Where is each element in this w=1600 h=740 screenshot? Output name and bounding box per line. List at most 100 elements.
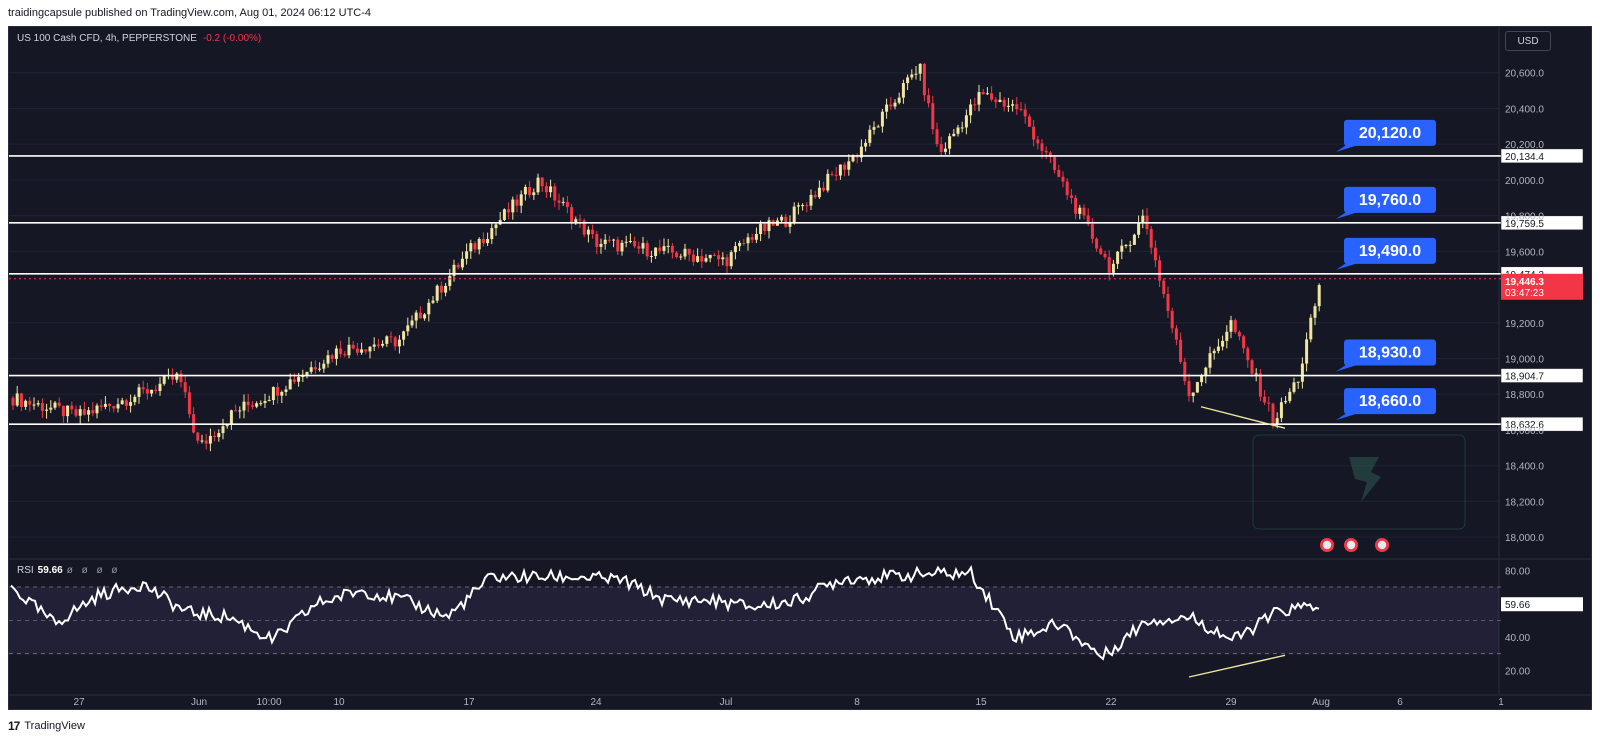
candle-body — [414, 312, 418, 321]
candle-body — [515, 199, 519, 206]
candle — [532, 188, 536, 200]
candle — [137, 383, 141, 404]
candle-body — [1107, 257, 1111, 273]
candle-body — [1149, 228, 1153, 248]
candle — [49, 400, 53, 414]
chart-pane[interactable]: 20,134.420,120.019,759.519,760.019,474.2… — [8, 26, 1592, 710]
candle — [469, 239, 473, 259]
candle-body — [1242, 336, 1246, 349]
candle — [1263, 390, 1267, 405]
candle — [238, 406, 242, 419]
candle-body — [343, 353, 347, 356]
candle-body — [981, 92, 985, 95]
price-tick-label: 18,600.0 — [1505, 426, 1544, 437]
support-resistance-levels: 20,134.420,120.019,759.519,760.019,474.2… — [9, 119, 1584, 432]
candle-body — [175, 373, 179, 380]
time-tick-label: 10:00 — [256, 697, 281, 708]
watermark-logo — [1252, 434, 1466, 530]
candle — [19, 392, 23, 412]
candle — [864, 139, 868, 152]
candle-body — [746, 237, 750, 244]
candle — [334, 345, 338, 366]
candle-body — [204, 440, 208, 444]
candle-body — [444, 285, 448, 293]
candle — [1023, 103, 1027, 124]
candle — [87, 406, 91, 422]
candle — [259, 400, 263, 406]
candle-body — [893, 102, 897, 107]
candle-body — [851, 155, 855, 162]
candle — [452, 259, 456, 282]
candle — [649, 250, 653, 263]
candle — [1279, 397, 1283, 423]
candle-body — [1048, 152, 1052, 158]
candle — [423, 313, 427, 321]
candle — [788, 215, 792, 234]
candle-body — [141, 387, 145, 390]
candle — [1069, 188, 1073, 204]
candle — [658, 239, 662, 254]
candle — [313, 360, 317, 374]
candle — [95, 403, 99, 419]
candle — [24, 399, 28, 410]
candle — [1019, 102, 1023, 112]
candle — [775, 217, 779, 226]
level-axis-label: 18,632.6 — [1505, 420, 1544, 431]
candle-body — [1065, 181, 1069, 196]
candle — [1124, 243, 1128, 249]
candle-body — [486, 239, 490, 244]
candle — [536, 173, 540, 195]
candle — [544, 182, 548, 198]
candle-body — [1216, 346, 1220, 351]
candle — [108, 403, 112, 412]
candle — [885, 98, 889, 119]
candle-body — [507, 209, 511, 213]
candle-body — [288, 379, 292, 390]
candle-body — [620, 242, 624, 252]
tradingview-logo: 17 TradingView — [8, 719, 85, 733]
candle — [376, 338, 380, 349]
candle-body — [305, 371, 309, 376]
candle-body — [490, 228, 494, 240]
candle — [204, 433, 208, 450]
price-chart[interactable]: 20,134.420,120.019,759.519,760.019,474.2… — [9, 27, 1592, 710]
candle — [586, 226, 590, 243]
candle — [309, 361, 313, 374]
candle — [460, 251, 464, 271]
candle-body — [452, 264, 456, 276]
candle — [490, 223, 494, 245]
candle — [456, 262, 460, 270]
candle — [255, 401, 259, 409]
candle-body — [675, 252, 679, 258]
candle-body — [1183, 361, 1187, 382]
candle — [473, 240, 477, 253]
price-tick-label: 18,800.0 — [1505, 390, 1544, 401]
candle-body — [145, 389, 149, 394]
candle — [935, 122, 939, 148]
candle-body — [990, 93, 994, 100]
candle-body — [297, 376, 301, 382]
candle-body — [129, 402, 133, 406]
candle — [906, 74, 910, 91]
candle — [11, 395, 15, 411]
candle — [1187, 373, 1191, 402]
candle — [192, 407, 196, 434]
candle-body — [229, 410, 233, 425]
candle-body — [11, 397, 15, 406]
level-callout-label: 18,930.0 — [1359, 345, 1421, 362]
candle — [229, 409, 233, 430]
symbol-name: US 100 Cash CFD, 4h, PEPPERSTONE — [17, 33, 197, 44]
candle-body — [271, 386, 275, 401]
candle — [355, 342, 359, 356]
candle — [574, 216, 578, 226]
candle-body — [582, 220, 586, 235]
candle — [943, 142, 947, 155]
candle — [70, 401, 74, 415]
candle-body — [1069, 195, 1073, 198]
candle-body — [1258, 373, 1262, 397]
currency-button[interactable]: USD — [1505, 31, 1551, 51]
candle-body — [15, 393, 19, 406]
candle-body — [691, 254, 695, 262]
candle-body — [28, 400, 32, 405]
candle — [956, 124, 960, 137]
